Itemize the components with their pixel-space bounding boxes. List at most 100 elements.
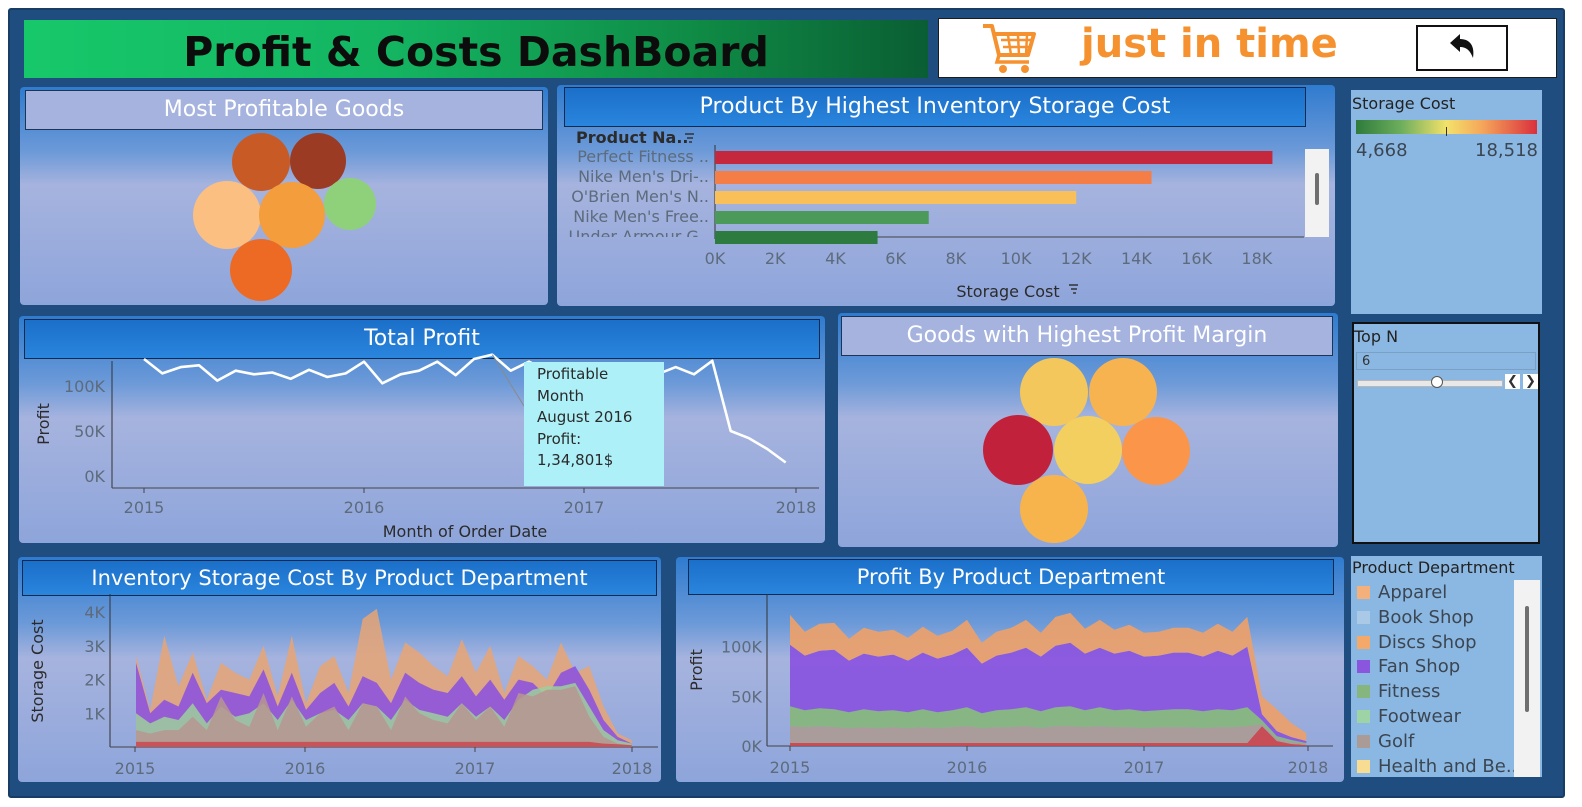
area-series-golf [790, 724, 1307, 745]
bubble-mark [259, 182, 325, 248]
scrollbar-thumb[interactable] [1315, 173, 1319, 205]
total-profit-line-chart: 2015 2016 2017 2018 0K 50K 100K Month of Order … [34, 353, 819, 541]
y-tick-label: 50K [74, 422, 105, 441]
bubble-mark [1122, 417, 1190, 485]
slider-prev-button[interactable]: ❮ [1505, 374, 1520, 389]
x-tick-label: 2018 [1288, 758, 1329, 777]
panel-title: Product By Highest Inventory Storage Cos… [564, 87, 1306, 127]
legend-item[interactable]: Apparel [1357, 582, 1447, 603]
bar-category-label: Nike Men's Dri-.. [578, 167, 709, 186]
legend-item[interactable]: Footwear [1357, 706, 1461, 727]
x-tick-label: 4K [825, 249, 846, 268]
bubble-mark [230, 239, 292, 301]
x-tick-label: 2016 [947, 758, 988, 777]
storage-cost-bar-chart: Product Na..Perfect Fitness ..Nike Men's… [568, 128, 1304, 301]
shopping-cart-icon [981, 21, 1039, 79]
y-tick-label: 100K [64, 377, 106, 396]
most-profitable-goods-panel: Most Profitable Goods [20, 87, 548, 305]
x-tick-label: 2018 [776, 498, 817, 517]
slider-track[interactable] [1357, 380, 1503, 387]
y-tick-label: 0K [741, 737, 762, 756]
scrollbar-thumb[interactable] [1525, 606, 1529, 712]
x-tick-label: 2017 [564, 498, 605, 517]
area-series-golf [136, 686, 632, 747]
tooltip: Profitable Month August 2016 Profit: 1,3… [524, 362, 664, 486]
legend-item[interactable]: Golf [1357, 731, 1414, 752]
legend-item[interactable]: Fan Shop [1357, 656, 1460, 677]
y-axis-title: Product Na.. [576, 128, 689, 147]
legend-label: Footwear [1378, 706, 1462, 727]
legend-label: Fitness [1378, 681, 1441, 703]
x-tick-label: 12K [1061, 249, 1092, 268]
page-title: Profit & Costs DashBoard [183, 28, 769, 76]
bubble-mark [1089, 358, 1157, 426]
legend-item[interactable]: Fitness [1357, 681, 1440, 702]
x-tick-label: 2016 [344, 498, 385, 517]
bar-category-label: Perfect Fitness .. [577, 147, 709, 166]
area-series-fitness [790, 706, 1307, 744]
bar-mark [715, 171, 1152, 184]
total-profit-panel: Total Profit 2015 2016 2017 2018 0K 50K 100K Mo… [19, 316, 825, 543]
legend-swatch [1357, 759, 1370, 773]
most-profitable-bubbles [193, 133, 376, 301]
y-tick-label: 100K [721, 638, 763, 657]
tooltip-pointer [491, 354, 525, 407]
x-tick-label: 0K [705, 249, 726, 268]
legend-item[interactable]: Book Shop [1357, 607, 1474, 628]
legend-label: Discs Shop [1378, 631, 1477, 653]
slider-handle[interactable] [1431, 376, 1443, 388]
x-tick-label: 8K [945, 249, 966, 268]
legend-label: Health and Be.. [1378, 755, 1518, 777]
panel-title: Goods with Highest Profit Margin [841, 316, 1333, 356]
bar-mark [715, 211, 929, 224]
area-series-health-and-be- [136, 741, 632, 747]
bubble-mark [1020, 475, 1088, 543]
legend-swatch [1357, 710, 1370, 723]
product-department-legend: Product Department Apparel Book Shop Discs… [1351, 556, 1542, 777]
tooltip-value: 1,34,801$ [537, 451, 614, 469]
bubble-mark [983, 415, 1053, 485]
tooltip-label: Month [537, 386, 585, 405]
storage-by-department-panel: Inventory Storage Cost By Product Depart… [18, 557, 661, 782]
slider-next-button[interactable]: ❯ [1523, 374, 1538, 389]
brand-bar: just in time [938, 18, 1557, 78]
bubble-mark [1054, 416, 1122, 484]
profit-series-line [143, 353, 787, 464]
y-tick-label: 2K [84, 671, 105, 690]
bar-mark [715, 191, 1077, 204]
bubble-mark [232, 133, 290, 191]
sort-icon [685, 133, 694, 143]
highest-storage-cost-panel: Product By Highest Inventory Storage Cos… [557, 85, 1335, 306]
y-tick-label: 3K [84, 637, 105, 656]
top-n-input[interactable]: 6 [1356, 352, 1536, 370]
x-tick-label: 2017 [1124, 758, 1165, 777]
bar-category-label: Under Armour G.. [568, 227, 709, 246]
legend-scrollbar[interactable] [1514, 580, 1540, 777]
bubble-mark [1020, 358, 1088, 426]
area-series-health-and-be- [790, 726, 1307, 746]
legend-item[interactable]: Discs Shop [1357, 632, 1477, 653]
y-tick-label: 1K [84, 704, 105, 723]
legend-swatch [1357, 586, 1370, 599]
y-axis-title: Profit [34, 403, 53, 445]
area-series-apparel [790, 612, 1307, 741]
x-tick-label: 2016 [285, 759, 326, 778]
legend-title: Storage Cost [1352, 94, 1456, 113]
legend-swatch [1357, 734, 1370, 748]
legend-item[interactable]: Health and Be.. [1357, 756, 1517, 777]
tooltip-value: August 2016 [537, 408, 633, 426]
bar-category-label: Nike Men's Free.. [573, 207, 709, 226]
x-tick-label: 10K [1001, 249, 1032, 268]
bubble-mark [290, 133, 346, 189]
ramp-midpoint [1446, 127, 1447, 136]
x-tick-label: 14K [1121, 249, 1152, 268]
legend-label: Golf [1378, 730, 1415, 752]
x-tick-label: 2015 [124, 498, 165, 517]
back-button[interactable] [1416, 25, 1508, 71]
legend-swatch [1357, 660, 1370, 674]
highest-profit-margin-panel: Goods with Highest Profit Margin [838, 313, 1338, 547]
legend-swatch [1357, 685, 1370, 699]
x-tick-label: 2015 [770, 758, 811, 777]
chart-scrollbar[interactable] [1305, 149, 1329, 237]
storage-by-department-area-chart: 2015 2016 2017 2018 1K 2K 3K 4K Storage Cost [28, 594, 658, 778]
